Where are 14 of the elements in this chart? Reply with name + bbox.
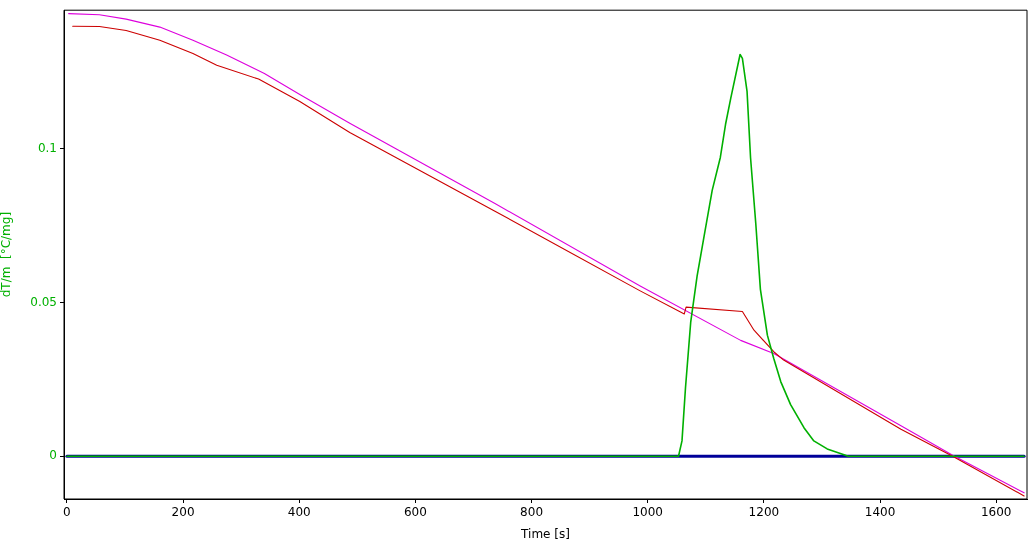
x-tick-label: 1600 (980, 505, 1012, 520)
x-tick-label: 600 (403, 505, 427, 520)
x-tick-label: 1000 (632, 505, 663, 520)
y-tick-label: 0.1 (37, 140, 57, 155)
y-tick-label: 0.05 (30, 294, 57, 309)
x-tick-label: 0 (63, 505, 71, 520)
y-tick-label: 0 (49, 448, 57, 463)
x-axis-title: Time [s] (520, 526, 570, 541)
x-tick-label: 200 (171, 505, 195, 520)
x-tick-label: 1200 (748, 505, 780, 520)
x-tick-label: 1400 (864, 505, 896, 520)
x-tick-label: 800 (520, 505, 544, 520)
x-tick-label: 400 (287, 505, 311, 520)
y-axis-title: dT/m [°C/mg] (0, 211, 14, 298)
